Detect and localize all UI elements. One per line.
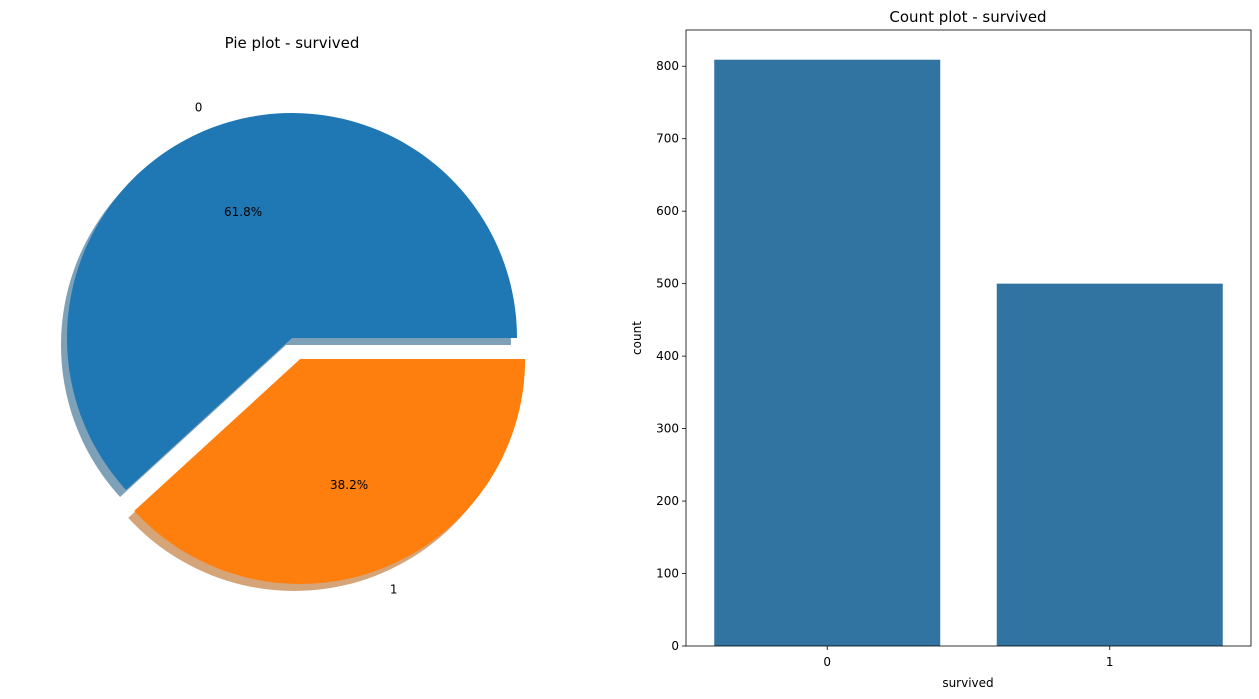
- y-tick-label: 600: [656, 204, 679, 218]
- y-tick-label: 300: [656, 422, 679, 436]
- y-axis-label: count: [630, 321, 644, 355]
- y-tick-label: 0: [671, 639, 679, 653]
- x-tick-label: 0: [823, 655, 831, 669]
- pie-percent-label: 61.8%: [224, 205, 262, 219]
- plot-frame: [685, 29, 1252, 647]
- x-axis-label: survived: [942, 676, 993, 690]
- bar-0: [714, 59, 941, 646]
- pie-category-label: 0: [195, 100, 203, 114]
- y-tick-label: 700: [656, 132, 679, 146]
- pie-percent-label: 38.2%: [330, 478, 368, 492]
- y-tick-label: 100: [656, 567, 679, 581]
- pie-slices: [67, 113, 526, 584]
- y-tick-label: 800: [656, 59, 679, 73]
- bar-chart: Count plot - survived 010020030040050060…: [630, 8, 1252, 690]
- bar-series: [714, 59, 1223, 646]
- pie-chart: Pie plot - survived 0 61.8% 1 38.2%: [61, 34, 526, 597]
- pie-category-label: 1: [390, 583, 398, 597]
- y-tick-label: 500: [656, 277, 679, 291]
- pie-slice-0: [67, 113, 518, 490]
- y-tick-label: 200: [656, 494, 679, 508]
- pie-title: Pie plot - survived: [225, 34, 360, 52]
- bar-title: Count plot - survived: [889, 8, 1046, 26]
- x-tick-label: 1: [1106, 655, 1114, 669]
- bar-1: [996, 283, 1223, 646]
- y-tick-label: 400: [656, 349, 679, 363]
- y-axis-ticks: 0 100 200 300 400 500 600 700 800: [656, 59, 686, 653]
- pie-slice-1: [134, 358, 526, 584]
- pie-labels: 0 61.8% 1 38.2%: [195, 100, 398, 596]
